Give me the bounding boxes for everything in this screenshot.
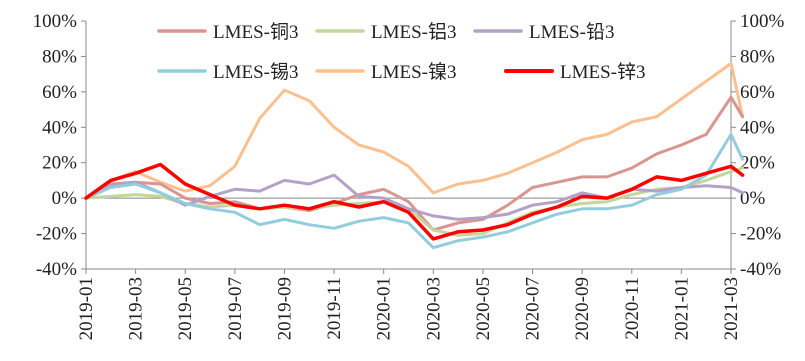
y2-tick-label: 40% [740,117,775,138]
x-tick-label: 2020-05 [473,277,494,340]
x-tick-label: 2019-11 [324,277,345,340]
x-tick-label: 2019-03 [126,277,147,340]
x-tick-label: 2019-09 [274,277,295,340]
y-tick-label: -20% [36,224,77,245]
series-line-5 [84,162,745,241]
y-tick-label: 20% [42,153,77,174]
x-tick-label: 2020-03 [423,277,444,340]
chart-axes: 100% 100% 80% 80% 60% 60% 40% 40% 20% 20% 0% 0% -20%… [33,11,785,340]
y2-tick-label: 100% [740,11,785,32]
x-tick-label: 2021-03 [721,277,742,340]
x-tick-label: 2021-01 [671,277,692,340]
y2-tick-label: 20% [740,153,775,174]
x-tick-label: 2020-09 [572,277,593,340]
legend-label: LMES-铝3 [371,21,457,43]
x-tick-label: 2020-07 [523,277,544,340]
y2-tick-label: -40% [740,259,781,280]
legend-label: LMES-锌3 [560,61,646,83]
y-tick-label: 100% [33,11,78,32]
series-line-3 [84,132,745,250]
y-tick-label: 80% [42,46,77,67]
y-tick-label: -40% [36,259,77,280]
series-line-4 [84,62,745,200]
x-tick-label: 2020-11 [622,277,643,340]
y-tick-label: 0% [52,188,78,209]
series-line-2 [84,173,745,221]
legend-label: LMES-铜3 [213,21,299,43]
y-tick-label: 40% [42,117,77,138]
chart-series [84,62,745,250]
y2-tick-label: 60% [740,82,775,103]
x-tick-label: 2020-01 [374,277,395,340]
x-tick-label: 2019-01 [76,277,97,340]
x-tick-label: 2019-07 [225,277,246,340]
y2-tick-label: 0% [740,188,766,209]
y2-tick-label: -20% [740,224,781,245]
legend-label: LMES-铅3 [529,21,615,43]
legend-label: LMES-锡3 [213,61,299,83]
x-tick-label: 2019-05 [175,277,196,340]
y-tick-label: 60% [42,82,77,103]
chart-legend: LMES-铜3 LMES-铝3 LMES-铅3 LMES-锡3 LMES-镍3 LMES-… [157,21,646,83]
y2-tick-label: 80% [740,46,775,67]
legend-label: LMES-镍3 [371,61,457,83]
